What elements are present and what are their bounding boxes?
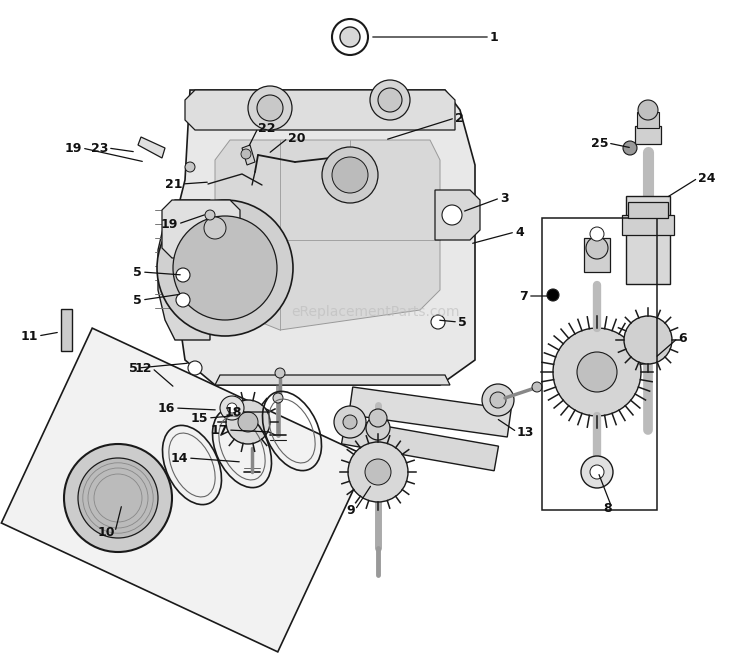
Circle shape	[188, 361, 202, 375]
Circle shape	[577, 352, 617, 392]
Circle shape	[157, 200, 293, 336]
Text: 3: 3	[500, 192, 508, 204]
Circle shape	[366, 416, 390, 440]
Text: 23: 23	[91, 141, 108, 154]
Circle shape	[532, 382, 542, 392]
Polygon shape	[61, 309, 71, 351]
Text: 22: 22	[258, 121, 275, 135]
Polygon shape	[349, 387, 512, 437]
Polygon shape	[242, 145, 255, 165]
Circle shape	[348, 442, 408, 502]
Text: 9: 9	[346, 503, 355, 516]
Polygon shape	[215, 140, 440, 330]
Text: 15: 15	[190, 412, 208, 424]
Circle shape	[220, 396, 244, 420]
Text: 4: 4	[515, 225, 523, 239]
Text: 5: 5	[129, 361, 138, 375]
Text: 25: 25	[590, 137, 608, 149]
Circle shape	[248, 86, 292, 130]
Circle shape	[553, 328, 641, 416]
Circle shape	[273, 393, 283, 403]
Text: 18: 18	[225, 406, 242, 418]
Circle shape	[332, 19, 368, 55]
Circle shape	[176, 268, 190, 282]
Text: 1: 1	[490, 30, 499, 44]
Polygon shape	[138, 137, 165, 158]
Circle shape	[490, 392, 506, 408]
Polygon shape	[628, 202, 668, 218]
Text: 11: 11	[20, 330, 38, 343]
Polygon shape	[626, 196, 670, 284]
Polygon shape	[175, 90, 475, 385]
Text: 6: 6	[678, 332, 687, 345]
Circle shape	[586, 237, 608, 259]
Circle shape	[204, 217, 226, 239]
Circle shape	[547, 289, 559, 301]
Circle shape	[332, 157, 368, 193]
Circle shape	[365, 459, 391, 485]
Circle shape	[590, 465, 604, 479]
Circle shape	[226, 400, 270, 444]
Circle shape	[370, 80, 410, 120]
Circle shape	[623, 141, 637, 155]
Polygon shape	[622, 215, 674, 235]
Text: 19: 19	[160, 217, 178, 231]
Polygon shape	[635, 126, 661, 144]
Polygon shape	[341, 419, 499, 471]
Text: 13: 13	[517, 426, 534, 438]
Text: 8: 8	[603, 501, 612, 514]
Polygon shape	[435, 190, 480, 240]
Polygon shape	[185, 90, 455, 130]
Circle shape	[442, 205, 462, 225]
Circle shape	[482, 384, 514, 416]
Text: 10: 10	[98, 526, 115, 538]
Polygon shape	[158, 200, 210, 340]
Polygon shape	[2, 328, 369, 652]
Circle shape	[624, 316, 672, 364]
Circle shape	[431, 315, 445, 329]
Circle shape	[227, 403, 237, 413]
Circle shape	[185, 162, 195, 172]
Circle shape	[64, 444, 172, 552]
Polygon shape	[162, 200, 240, 258]
Text: 19: 19	[64, 141, 82, 154]
Circle shape	[173, 216, 277, 320]
Text: 5: 5	[458, 316, 466, 328]
Circle shape	[322, 147, 378, 203]
Text: 5: 5	[134, 265, 142, 278]
Circle shape	[241, 149, 251, 159]
Polygon shape	[637, 112, 659, 128]
Text: 2: 2	[455, 111, 464, 125]
Text: 21: 21	[164, 178, 182, 190]
Circle shape	[581, 456, 613, 488]
Text: 5: 5	[134, 294, 142, 306]
Circle shape	[340, 27, 360, 47]
Circle shape	[238, 412, 258, 432]
Polygon shape	[215, 375, 450, 385]
Circle shape	[78, 458, 158, 538]
Circle shape	[378, 88, 402, 112]
Circle shape	[343, 415, 357, 429]
Text: 20: 20	[288, 131, 305, 145]
Text: 17: 17	[211, 424, 228, 436]
Circle shape	[638, 100, 658, 120]
Text: 16: 16	[158, 402, 175, 414]
Circle shape	[205, 210, 215, 220]
Circle shape	[275, 368, 285, 378]
Circle shape	[369, 409, 387, 427]
Circle shape	[176, 293, 190, 307]
Text: 7: 7	[519, 290, 528, 302]
Text: 24: 24	[698, 172, 715, 184]
Circle shape	[334, 406, 366, 438]
Text: eReplacementParts.com: eReplacementParts.com	[291, 305, 459, 319]
Text: 12: 12	[134, 361, 152, 375]
Polygon shape	[584, 238, 610, 272]
Circle shape	[257, 95, 283, 121]
Text: 14: 14	[170, 452, 188, 465]
Circle shape	[590, 227, 604, 241]
